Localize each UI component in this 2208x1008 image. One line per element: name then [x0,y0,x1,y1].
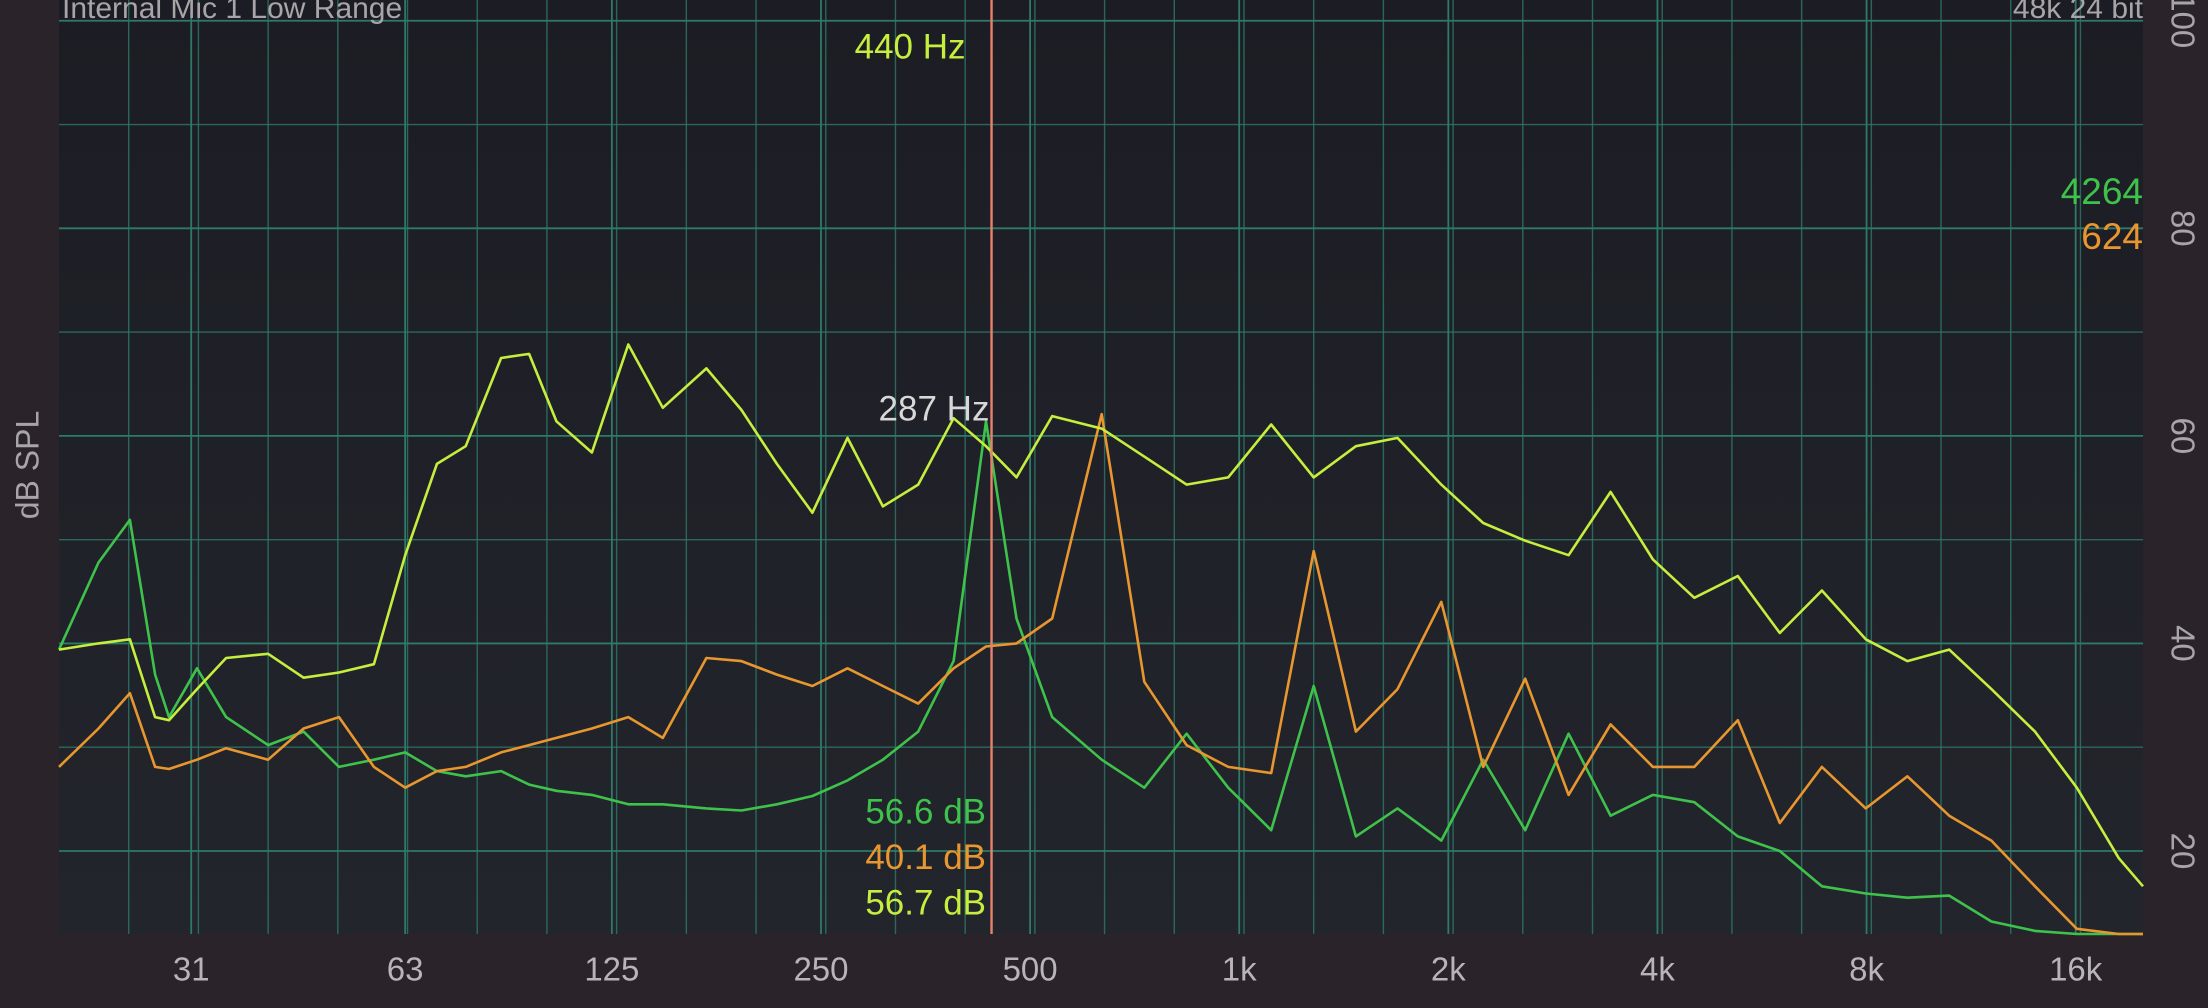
x-tick-label: 250 [793,951,848,988]
trace-line [57,420,2143,936]
cursor-label: 440 Hz [855,27,966,66]
x-tick-label: 500 [1003,951,1058,988]
series-count: 4264 [2061,171,2143,212]
x-tick-label: 8k [1849,951,1884,988]
x-tick-label: 31 [173,951,210,988]
y-tick-label: 100 [2164,0,2201,48]
y-axis-label: dB SPL [9,411,45,520]
series-count: 624 [2081,216,2143,257]
trace-line [58,412,2143,936]
y-tick-label: 20 [2164,833,2201,870]
readout: 56.7 dB [865,883,986,922]
labels: Internal Mic 1 Low Range 48k 24 bit dB S… [9,0,2201,988]
grid [59,0,2143,934]
readout: 56.6 dB [865,792,986,831]
x-tick-label: 2k [1431,951,1466,988]
x-tick-label: 16k [2049,951,2103,988]
trace-line [58,343,2144,888]
title: Internal Mic 1 Low Range [62,0,402,25]
x-tick-label: 125 [584,951,639,988]
y-tick-label: 60 [2164,418,2201,455]
y-tick-label: 80 [2164,210,2201,247]
y-tick-label: 40 [2164,625,2201,662]
peak-label: 287 Hz [879,389,990,428]
x-tick-label: 1k [1222,951,1257,988]
traces [57,0,2144,936]
format: 48k 24 bit [2013,0,2144,25]
x-tick-label: 4k [1640,951,1675,988]
x-tick-label: 63 [387,951,424,988]
plot-area [59,0,2143,934]
readout: 40.1 dB [865,838,986,877]
